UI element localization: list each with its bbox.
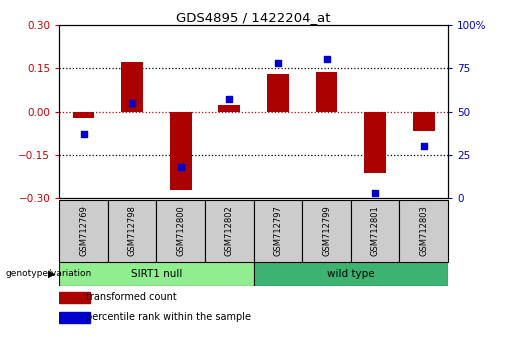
Bar (267, 74, 289, 112)
Text: ▶: ▶ (48, 269, 55, 279)
Point (79, 131, 88, 137)
Bar (205, 200, 253, 262)
Bar (218, 105, 241, 112)
Point (371, 190, 379, 196)
Text: GSM712799: GSM712799 (322, 206, 331, 256)
Text: GSM712800: GSM712800 (176, 206, 185, 256)
Text: GSM712769: GSM712769 (79, 206, 88, 256)
Text: GSM712802: GSM712802 (225, 206, 234, 256)
Point (420, 143, 428, 149)
Bar (73, 112, 94, 118)
Bar (59, 292, 90, 303)
Bar (253, 200, 302, 262)
Bar (59, 312, 90, 323)
Text: GSM712803: GSM712803 (419, 206, 428, 256)
Bar (302, 200, 351, 262)
Text: SIRT1 null: SIRT1 null (131, 269, 182, 279)
Text: percentile rank within the sample: percentile rank within the sample (87, 312, 251, 322)
Bar (121, 62, 143, 112)
Bar (59, 200, 108, 262)
Text: genotype/variation: genotype/variation (5, 269, 91, 279)
Bar (253, 262, 448, 286)
Point (225, 97, 233, 102)
Point (322, 57, 331, 62)
Text: transformed count: transformed count (87, 292, 177, 302)
Point (177, 164, 185, 170)
Bar (170, 112, 192, 190)
Bar (400, 200, 448, 262)
Bar (413, 112, 435, 131)
Point (128, 100, 136, 105)
Bar (351, 200, 400, 262)
Point (274, 60, 282, 66)
Bar (364, 112, 386, 173)
Bar (108, 200, 157, 262)
Title: GDS4895 / 1422204_at: GDS4895 / 1422204_at (176, 11, 331, 24)
Text: GSM712798: GSM712798 (128, 206, 136, 256)
Text: GSM712797: GSM712797 (273, 206, 282, 256)
Text: GSM712801: GSM712801 (371, 206, 380, 256)
Text: wild type: wild type (327, 269, 374, 279)
Bar (316, 72, 337, 112)
Bar (157, 200, 205, 262)
Bar (59, 262, 253, 286)
